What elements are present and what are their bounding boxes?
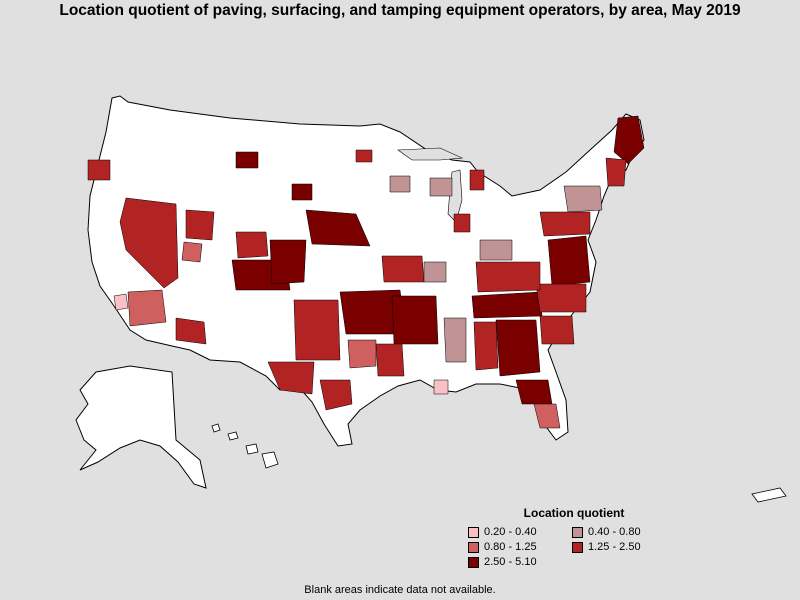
legend-item-2: 0.40 - 0.80 [572, 526, 672, 538]
region-arizona [175, 317, 207, 345]
region-wyoming [291, 183, 313, 201]
region-pennsylvania [539, 211, 591, 237]
region-kansas-east [381, 255, 425, 283]
region-iowa [389, 175, 411, 193]
region-oregon [87, 159, 111, 181]
legend-item-3: 0.80 - 1.25 [468, 541, 572, 553]
region-south-carolina [539, 315, 575, 345]
map-title: Location quotient of paving, surfacing, … [59, 2, 741, 19]
region-tennessee [471, 291, 543, 319]
legend-label-4: 1.25 - 2.50 [588, 541, 641, 553]
region-florida-pink [433, 379, 449, 395]
region-ohio [479, 239, 513, 261]
legend-item-5: 2.50 - 5.10 [468, 556, 572, 568]
region-indiana [453, 213, 471, 233]
legend-label-5: 2.50 - 5.10 [484, 556, 537, 568]
region-georgia [495, 319, 541, 377]
legend-swatch-3 [468, 541, 479, 553]
footnote: Blank areas indicate data not available. [304, 584, 496, 596]
lake-superior [397, 147, 464, 161]
legend-swatch-4 [572, 541, 583, 553]
region-texas-central [319, 379, 353, 411]
region-nebraska [305, 209, 371, 247]
region-california-south [127, 289, 167, 327]
puerto-rico [751, 487, 787, 503]
region-new-york [563, 185, 603, 213]
region-michigan [469, 169, 485, 191]
region-new-england [605, 157, 627, 187]
region-missouri [423, 261, 447, 283]
region-montana [235, 151, 259, 169]
legend-item-4: 1.25 - 2.50 [572, 541, 672, 553]
region-louisiana [375, 343, 405, 377]
legend-item-1: 0.20 - 0.40 [468, 526, 572, 538]
region-mississippi [443, 317, 467, 363]
legend-swatch-2 [572, 526, 583, 538]
legend: Location quotient 0.20 - 0.40 0.40 - 0.8… [468, 506, 668, 568]
legend-label-3: 0.80 - 1.25 [484, 541, 537, 553]
legend-label-1: 0.20 - 0.40 [484, 526, 537, 538]
hawaii-islands [211, 423, 279, 469]
region-alabama [473, 321, 499, 371]
region-colorado-east [269, 239, 307, 285]
legend-grid: 0.20 - 0.40 0.40 - 0.80 0.80 - 1.25 1.25… [468, 526, 668, 568]
region-nevada [119, 197, 179, 289]
legend-title: Location quotient [523, 506, 625, 520]
region-maine [613, 115, 645, 165]
legend-swatch-5 [468, 556, 479, 568]
region-texas-west [267, 361, 315, 395]
region-minnesota [355, 149, 373, 163]
region-wisconsin [429, 177, 453, 197]
alaska-landmass [75, 365, 207, 489]
region-florida-central [533, 403, 561, 429]
region-arkansas [391, 295, 439, 345]
region-utah-south [181, 241, 203, 263]
legend-swatch-1 [468, 526, 479, 538]
legend-label-2: 0.40 - 0.80 [588, 526, 641, 538]
region-north-carolina [535, 283, 587, 313]
region-virginia [547, 235, 591, 287]
region-colorado-north [235, 231, 269, 259]
region-kentucky [475, 261, 541, 293]
region-utah [185, 209, 215, 241]
region-california-pink [113, 293, 129, 311]
region-texas-panhandle [293, 299, 341, 361]
region-florida-north [515, 379, 553, 405]
region-texas-east [347, 339, 377, 369]
